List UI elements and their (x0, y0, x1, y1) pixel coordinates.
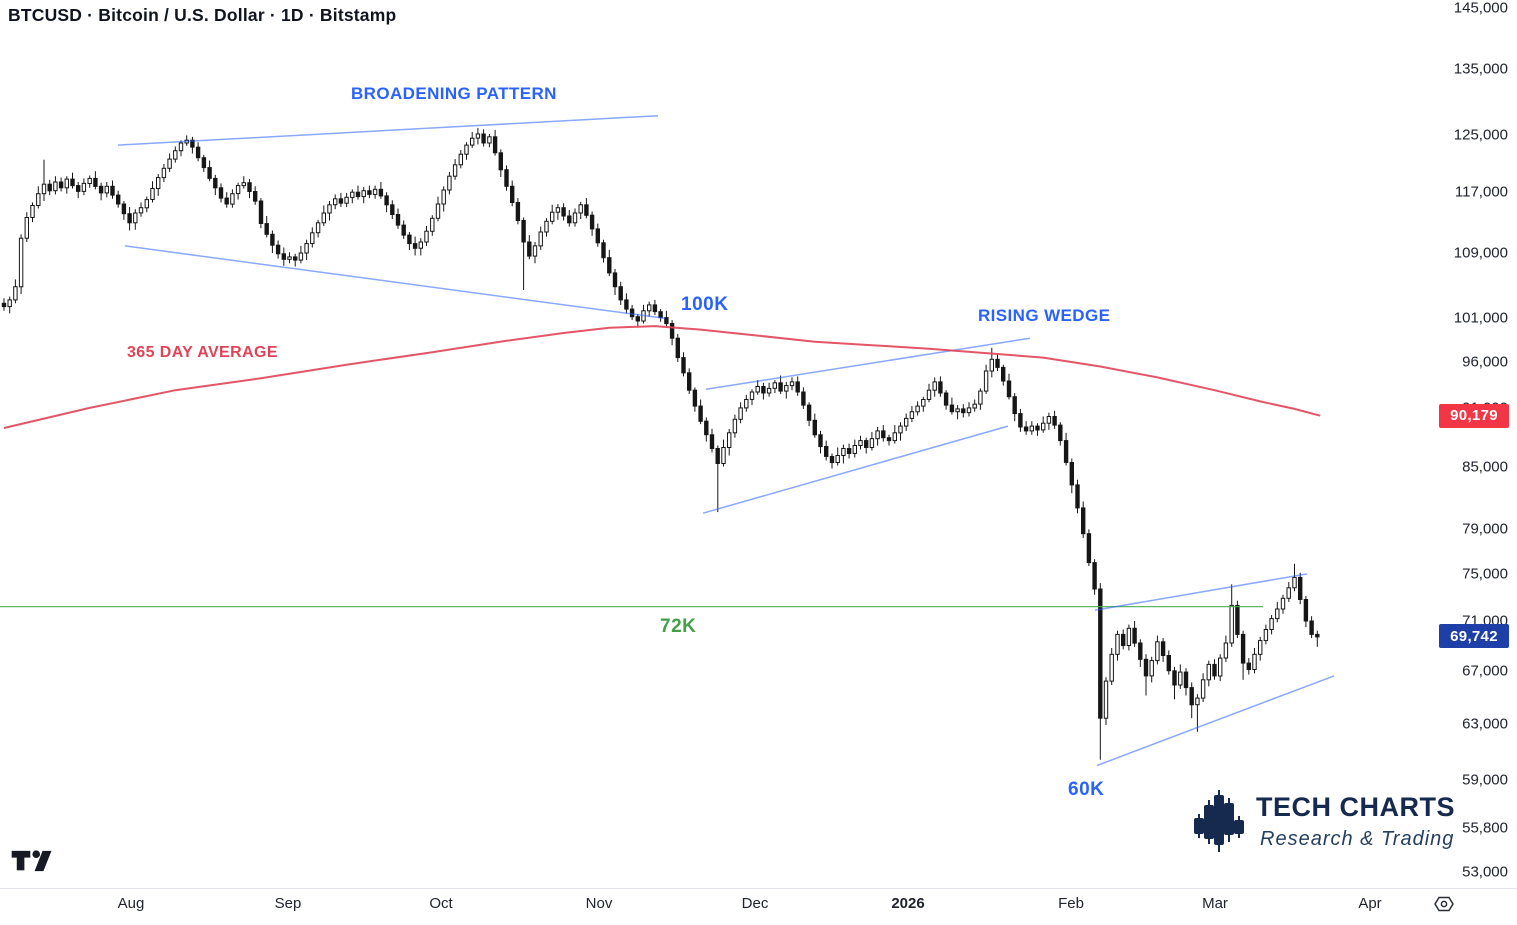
trendline-wedge-upper[interactable] (705, 337, 1031, 391)
tradingview-logo[interactable] (10, 845, 54, 882)
trendline-bottom-pattern-lower[interactable] (1096, 675, 1335, 767)
time-axis-separator (0, 888, 1517, 889)
time-tick-label-feb: Feb (1058, 895, 1084, 912)
price-tick-label: 79,000 (1462, 520, 1508, 538)
annotation-72k-level[interactable]: 72K (660, 616, 697, 637)
price-tick-label: 63,000 (1462, 715, 1508, 733)
price-tick-label: 109,000 (1453, 244, 1508, 262)
price-tick-label: 75,000 (1462, 565, 1508, 583)
time-tick-label-aug: Aug (117, 895, 145, 912)
price-badge-69742: 69,742 (1439, 624, 1509, 649)
time-tick-label-sep: Sep (274, 895, 302, 912)
annotation-broadening-pattern[interactable]: BROADENING PATTERN (351, 84, 557, 103)
trendline-wedge-lower[interactable] (702, 425, 1009, 514)
price-tick-label: 85,000 (1462, 458, 1508, 475)
price-tick-label: 59,000 (1462, 771, 1508, 789)
time-tick-label-2026: 2026 (891, 895, 925, 912)
symbol-legend[interactable]: BTCUSD · Bitcoin / U.S. Dollar · 1D · Bi… (8, 5, 397, 25)
price-tick-label: 117,000 (1454, 183, 1508, 201)
candle-bodies-layer (1, 133, 1320, 719)
price-scale[interactable]: 145,000 135,000 125,000 117,000 109,000 101,0… (1437, 0, 1517, 888)
scale-settings-icon[interactable] (1434, 894, 1454, 919)
annotation-60k-level[interactable]: 60K (1068, 779, 1105, 800)
trendline-broadening-lower[interactable] (124, 245, 666, 320)
price-tick-label: 135,000 (1453, 60, 1508, 78)
price-tick-label: 125,000 (1453, 126, 1508, 144)
time-tick-label-nov: Nov (585, 895, 613, 912)
annotation-365-day-average[interactable]: 365 DAY AVERAGE (127, 344, 278, 361)
price-tick-label: 101,000 (1453, 309, 1508, 327)
price-tick-label: 53,000 (1462, 863, 1508, 881)
price-tick-label: 96,000 (1462, 353, 1508, 371)
annotation-rising-wedge[interactable]: RISING WEDGE (978, 306, 1111, 325)
tech-charts-logo[interactable]: TECH CHARTS Research & Trading (1194, 786, 1455, 856)
tech-charts-name: TECH CHARTS (1256, 792, 1455, 822)
price-tick-label: 67,000 (1462, 662, 1508, 680)
tradingview-logo-icon (11, 850, 52, 872)
price-tick-label: 55,800 (1462, 819, 1508, 837)
price-badge-90179: 90,179 (1439, 403, 1509, 428)
ma-365-line[interactable] (3, 325, 1321, 429)
tech-charts-logo-icon (1194, 790, 1244, 852)
time-tick-label-apr: Apr (1358, 895, 1382, 912)
tech-charts-tagline: Research & Trading (1260, 828, 1455, 850)
time-tick-label-oct: Oct (429, 895, 453, 912)
price-tick-label: 145,000 (1453, 0, 1508, 17)
annotation-100k-level[interactable]: 100K (681, 294, 729, 315)
time-scale[interactable]: Aug Sep Oct Nov Dec 2026 Feb Mar Apr (0, 888, 1517, 920)
time-tick-label-dec: Dec (741, 895, 769, 912)
candle-wicks-layer (3, 127, 1318, 760)
trendline-broadening-upper[interactable] (117, 114, 659, 146)
trendline-bottom-pattern-upper[interactable] (1094, 573, 1308, 611)
time-tick-label-mar: Mar (1202, 895, 1228, 912)
